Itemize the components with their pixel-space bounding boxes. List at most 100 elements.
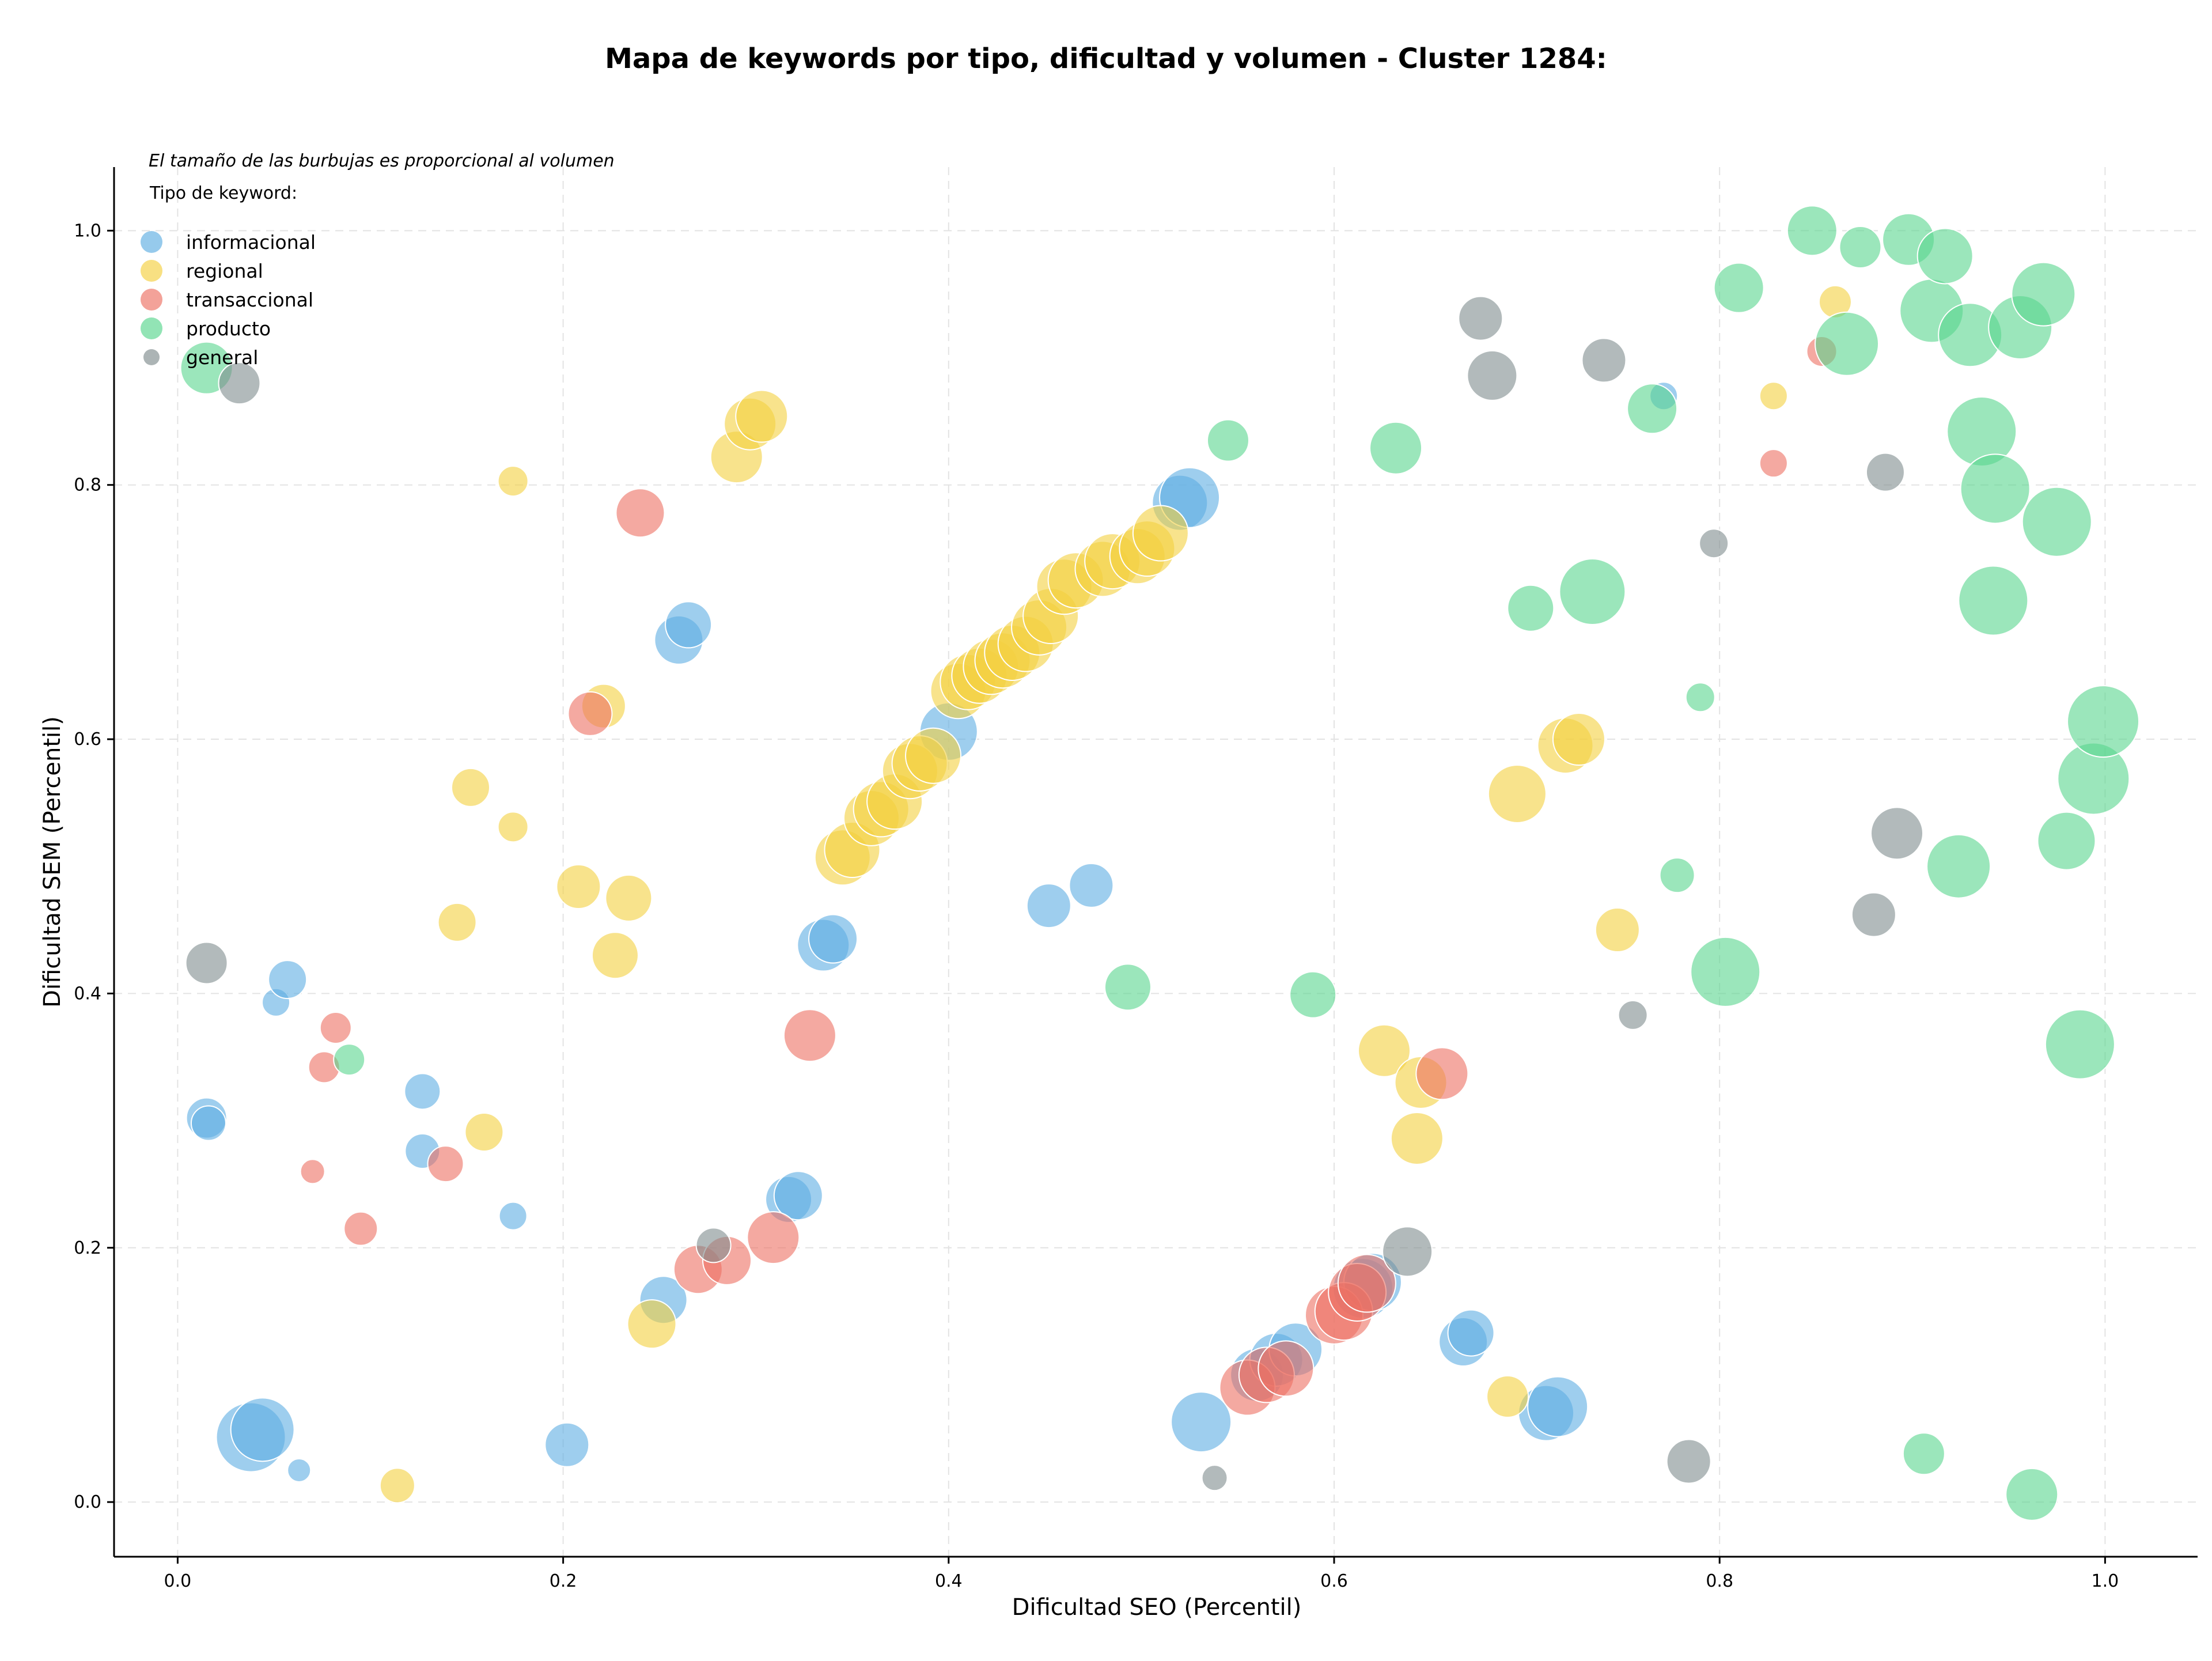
bubble-producto: [1289, 971, 1337, 1019]
bubble-regional: [437, 902, 477, 942]
bubbles: [180, 205, 2140, 1521]
bubble-transaccional: [1257, 1340, 1315, 1397]
bubble-producto: [1786, 205, 1838, 256]
bubble-transaccional: [300, 1159, 325, 1185]
x-tick-label: 0.6: [1320, 1571, 1348, 1591]
bubble-regional: [627, 1299, 677, 1349]
x-tick-label: 0.4: [935, 1571, 963, 1591]
bubble-producto: [1104, 963, 1152, 1011]
bubble-transaccional: [747, 1211, 800, 1265]
bubble-transaccional: [783, 1009, 836, 1062]
y-tick-label: 0.6: [74, 729, 101, 750]
legend-title: Tipo de keyword:: [149, 183, 297, 203]
bubble-general: [695, 1227, 732, 1263]
legend-label-general: general: [186, 346, 258, 369]
bubble-general: [1865, 452, 1905, 492]
y-axis-label: Dificultad SEM (Percentil): [39, 716, 66, 1008]
bubble-transaccional: [343, 1211, 378, 1246]
legend-label-regional: regional: [186, 260, 263, 282]
legend-items: informacional regional transaccional produc…: [141, 231, 316, 369]
y-tick-label: 1.0: [74, 221, 101, 241]
bubble-general: [1382, 1226, 1433, 1277]
bubble-producto: [1960, 453, 2031, 524]
legend-label-informacional: informacional: [186, 231, 316, 253]
x-tick-label: 0.8: [1706, 1571, 1733, 1591]
bubble-general: [1467, 350, 1518, 401]
legend-marker-general: [143, 349, 160, 365]
bubble-producto: [2067, 685, 2140, 758]
bubble-informacional: [544, 1422, 590, 1467]
legend-marker-informacional: [141, 231, 162, 253]
bubble-transaccional: [567, 691, 613, 736]
bubble-regional: [605, 874, 653, 922]
chart-title: Mapa de keywords por tipo, dificultad y …: [605, 43, 1607, 75]
bubble-producto: [1815, 311, 1880, 376]
bubble-general: [1581, 338, 1627, 383]
bubble-regional: [556, 864, 601, 910]
bubble-producto: [1627, 383, 1678, 434]
bubble-regional: [1487, 764, 1547, 823]
bubble-producto: [1690, 936, 1761, 1007]
bubble-informacional: [773, 1171, 823, 1221]
bubble-regional: [591, 932, 639, 979]
series-producto: [180, 205, 2140, 1521]
bubble-producto: [1926, 834, 1991, 899]
bubble-regional: [497, 811, 529, 843]
bubble-regional: [735, 389, 789, 443]
legend-label-producto: producto: [186, 317, 271, 340]
bubble-general: [1870, 807, 1924, 860]
y-tick-label: 0.2: [74, 1238, 101, 1258]
grid: [114, 167, 2198, 1557]
bubble-informacional: [1171, 1391, 1232, 1453]
bubble-regional: [497, 466, 529, 497]
series-informacional: [185, 381, 1679, 1482]
y-tick-label: 0.0: [74, 1492, 101, 1512]
bubble-informacional: [498, 1201, 528, 1231]
bubble-regional: [905, 727, 962, 784]
legend-marker-transaccional: [141, 289, 162, 311]
bubble-general: [1666, 1439, 1711, 1484]
size-note: El tamaño de las burbujas es proporciona…: [149, 151, 615, 171]
bubble-producto: [1902, 1432, 1945, 1475]
bubble-regional: [1552, 713, 1605, 766]
bubble-informacional: [268, 960, 308, 1000]
bubble-informacional: [230, 1397, 295, 1462]
bubble-transaccional: [427, 1145, 464, 1183]
bubble-producto: [1659, 857, 1695, 894]
bubble-general: [1699, 528, 1729, 559]
bubble-transaccional: [1759, 449, 1788, 478]
bubble-producto: [2037, 811, 2096, 871]
series-transaccional: [300, 335, 1838, 1416]
bubble-producto: [333, 1043, 366, 1076]
x-tick-label: 1.0: [2092, 1571, 2119, 1591]
bubble-producto: [1958, 565, 2029, 636]
bubble-regional: [1486, 1375, 1529, 1418]
bubble-informacional: [1447, 1309, 1495, 1357]
bubble-producto: [1685, 682, 1715, 713]
bubble-informacional: [1026, 883, 1071, 929]
series-regional: [379, 285, 1852, 1504]
legend-marker-producto: [141, 317, 162, 339]
y-tick-label: 0.4: [74, 983, 101, 1004]
legend: El tamaño de las burbujas es proporciona…: [141, 151, 615, 369]
x-axis-label: Dificultad SEO (Percentil): [1012, 1594, 1302, 1621]
legend-label-transaccional: transaccional: [186, 289, 313, 311]
bubble-regional: [1594, 907, 1640, 953]
bubble-producto: [1507, 584, 1555, 632]
bubble-transaccional: [1415, 1047, 1469, 1100]
x-ticks: 0.0 0.2 0.4 0.6 0.8 1.0: [164, 1557, 2119, 1591]
bubble-regional: [1357, 1024, 1411, 1077]
bubble-producto: [1713, 262, 1764, 313]
bubble-regional: [1759, 381, 1788, 411]
bubble-regional: [379, 1467, 415, 1504]
y-tick-label: 0.8: [74, 475, 101, 495]
bubble-general: [1618, 1000, 1648, 1030]
bubble-informacional: [1527, 1376, 1589, 1437]
bubble-regional: [451, 767, 491, 807]
bubble-producto: [1369, 421, 1423, 475]
bubble-producto: [1206, 419, 1249, 462]
series-general: [185, 296, 1924, 1492]
bubble-regional: [464, 1112, 504, 1152]
bubble-transaccional: [1337, 1254, 1396, 1313]
